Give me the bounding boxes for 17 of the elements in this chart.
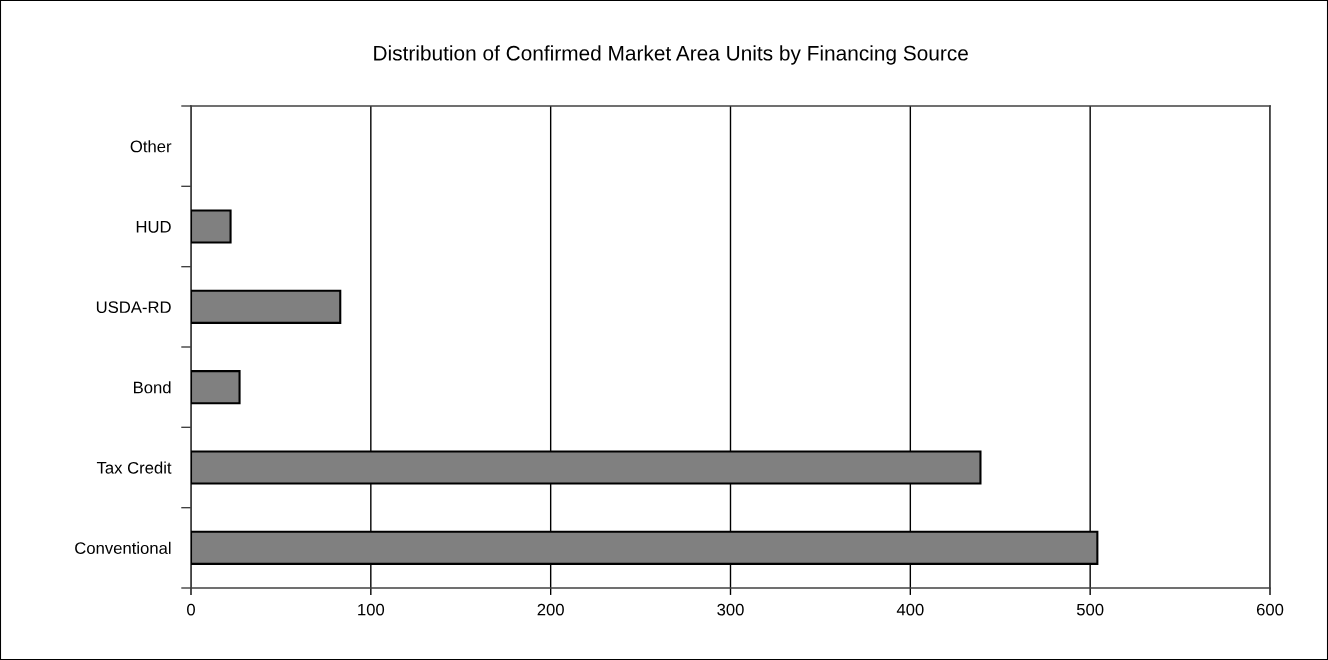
y-tick-label: USDA-RD <box>96 301 171 314</box>
chart-title: Distribution of Confirmed Market Area Units by Financing Source <box>374 45 968 65</box>
x-tick-label: 600 <box>1256 603 1284 616</box>
x-tick-label: 300 <box>717 603 744 616</box>
y-tick-label: Tax Credit <box>96 461 172 474</box>
x-tick-label: 500 <box>1076 603 1104 616</box>
y-tick-label: Other <box>130 140 172 153</box>
y-tick-label: HUD <box>136 221 171 233</box>
y-tick-label: Conventional <box>75 541 171 555</box>
x-tick-label: 0 <box>187 603 195 616</box>
bar <box>191 370 241 405</box>
x-tick-label: 200 <box>537 603 564 616</box>
x-tick-label: 400 <box>896 603 924 616</box>
bar <box>191 289 342 324</box>
y-tick-label: Bond <box>134 381 171 394</box>
x-tick-label: 100 <box>358 603 385 616</box>
bar <box>191 209 232 244</box>
